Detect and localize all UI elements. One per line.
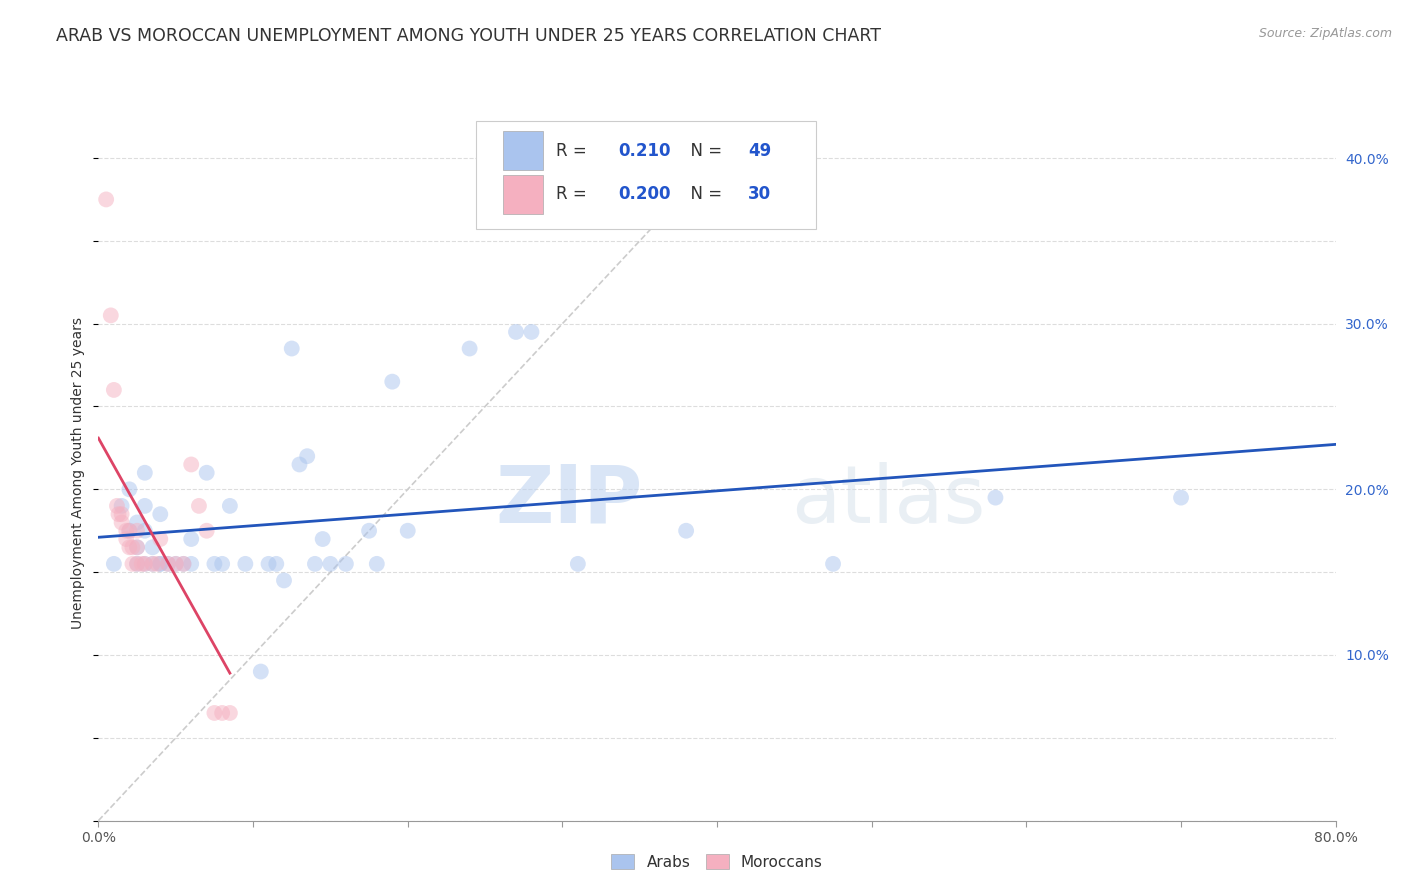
Point [219, 706, 242, 720]
Point [121, 557, 143, 571]
Point [1170, 491, 1192, 505]
Point [131, 557, 153, 571]
Text: ZIP: ZIP [495, 461, 643, 540]
Point [396, 524, 419, 538]
Point [180, 458, 202, 472]
Point [96, 193, 118, 207]
Point [105, 499, 128, 513]
Point [127, 557, 149, 571]
Point [821, 557, 844, 571]
Point [118, 524, 141, 538]
Point [103, 383, 125, 397]
Point [142, 557, 165, 571]
Point [180, 532, 202, 546]
Point [100, 309, 122, 323]
Point [115, 532, 138, 546]
Point [127, 516, 149, 530]
FancyBboxPatch shape [475, 121, 815, 229]
FancyBboxPatch shape [503, 176, 543, 213]
Point [304, 557, 326, 571]
Point [195, 524, 218, 538]
Text: N =: N = [681, 186, 727, 203]
Point [127, 557, 149, 571]
Point [157, 557, 180, 571]
Point [118, 483, 141, 497]
Point [288, 458, 311, 472]
Point [567, 557, 589, 571]
Point [381, 375, 404, 389]
Y-axis label: Unemployment Among Youth under 25 years: Unemployment Among Youth under 25 years [72, 317, 86, 629]
Text: N =: N = [681, 142, 727, 160]
Point [219, 499, 242, 513]
Point [180, 557, 202, 571]
Point [127, 541, 149, 555]
Point [149, 532, 172, 546]
Point [273, 574, 295, 588]
Point [266, 557, 288, 571]
Text: R =: R = [557, 142, 592, 160]
Point [121, 541, 143, 555]
Point [195, 466, 218, 480]
Legend: Arabs, Moroccans: Arabs, Moroccans [606, 847, 828, 876]
Point [127, 541, 149, 555]
Point [165, 557, 187, 571]
Point [173, 557, 195, 571]
Point [111, 507, 134, 521]
Point [134, 466, 156, 480]
Point [149, 507, 172, 521]
Point [211, 706, 233, 720]
Point [204, 706, 226, 720]
Point [312, 532, 335, 546]
Point [149, 557, 172, 571]
Point [211, 557, 233, 571]
Point [235, 557, 257, 571]
Point [675, 524, 697, 538]
Text: 0.210: 0.210 [619, 142, 671, 160]
Point [118, 524, 141, 538]
Point [357, 524, 380, 538]
Point [319, 557, 342, 571]
Point [149, 557, 172, 571]
Point [134, 524, 156, 538]
Point [127, 524, 149, 538]
Point [366, 557, 388, 571]
Point [281, 342, 304, 356]
Point [173, 557, 195, 571]
Text: atlas: atlas [792, 461, 986, 540]
Point [142, 541, 165, 555]
Point [204, 557, 226, 571]
Point [520, 325, 543, 339]
Point [118, 541, 141, 555]
Point [257, 557, 280, 571]
Point [250, 665, 273, 679]
Point [146, 557, 169, 571]
Text: Source: ZipAtlas.com: Source: ZipAtlas.com [1258, 27, 1392, 40]
FancyBboxPatch shape [503, 131, 543, 169]
Point [157, 557, 180, 571]
Point [335, 557, 357, 571]
Point [103, 557, 125, 571]
Point [505, 325, 527, 339]
Point [142, 557, 165, 571]
Text: 49: 49 [748, 142, 772, 160]
Point [188, 499, 211, 513]
Point [107, 507, 129, 521]
Point [458, 342, 481, 356]
Point [165, 557, 187, 571]
Point [134, 499, 156, 513]
Point [297, 449, 319, 463]
Point [134, 557, 156, 571]
Point [134, 557, 156, 571]
Text: ARAB VS MOROCCAN UNEMPLOYMENT AMONG YOUTH UNDER 25 YEARS CORRELATION CHART: ARAB VS MOROCCAN UNEMPLOYMENT AMONG YOUT… [56, 27, 882, 45]
Point [115, 524, 138, 538]
Text: 30: 30 [748, 186, 770, 203]
Point [984, 491, 1007, 505]
Text: R =: R = [557, 186, 592, 203]
Point [111, 516, 134, 530]
Text: 0.200: 0.200 [619, 186, 671, 203]
Point [111, 499, 134, 513]
